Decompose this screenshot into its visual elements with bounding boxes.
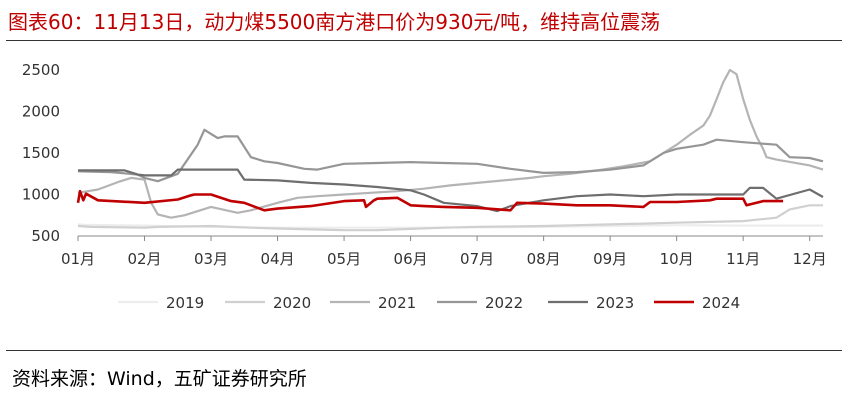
y-tick-label: 2500 (22, 61, 60, 79)
y-tick-label: 1500 (22, 144, 60, 162)
x-tick-label: 04月 (261, 250, 295, 268)
legend-label-2019: 2019 (166, 294, 204, 312)
x-tick-label: 08月 (527, 250, 561, 268)
chart-title: 图表60：11月13日，动力煤5500南方港口价为930元/吨，维持高位震荡 (8, 10, 661, 34)
legend-label-2024: 2024 (702, 294, 740, 312)
series-line-2020 (77, 204, 823, 232)
x-tick-label: 11月 (726, 250, 760, 268)
x-tick-label: 12月 (793, 250, 827, 268)
x-tick-label: 01月 (61, 250, 95, 268)
y-tick-label: 2000 (22, 103, 60, 121)
chart-legend: 2019 2020 2021 2022 2023 2024 (118, 294, 740, 312)
legend-label-2022: 2022 (485, 294, 523, 312)
x-tick-label: 06月 (394, 250, 428, 268)
legend-label-2023: 2023 (596, 294, 634, 312)
source-note: 资料来源：Wind，五矿证券研究所 (12, 368, 307, 390)
chart-axes: 500 1000 1500 2000 2500 01月 02月 03月 04月 05月 06月 07月… (22, 61, 827, 268)
x-tick-label: 09月 (593, 250, 627, 268)
x-tick-label: 03月 (194, 250, 228, 268)
title-divider (6, 40, 842, 41)
x-tick-label: 02月 (127, 250, 161, 268)
y-tick-label: 1000 (22, 186, 60, 204)
x-tick-label: 05月 (327, 250, 361, 268)
x-tick-label: 07月 (460, 250, 494, 268)
legend-label-2021: 2021 (378, 294, 416, 312)
chart-series (76, 68, 824, 232)
line-chart: 500 1000 1500 2000 2500 01月 02月 03月 04月 05月 06月 07月… (22, 61, 827, 312)
series-line-2023 (78, 168, 824, 213)
y-tick-label: 500 (31, 227, 60, 245)
series-line-2022 (77, 128, 824, 183)
series-line-2024 (76, 189, 784, 212)
x-tick-label: 10月 (660, 250, 694, 268)
legend-label-2020: 2020 (273, 294, 311, 312)
series-line-2021 (77, 68, 824, 219)
source-divider (6, 350, 842, 351)
